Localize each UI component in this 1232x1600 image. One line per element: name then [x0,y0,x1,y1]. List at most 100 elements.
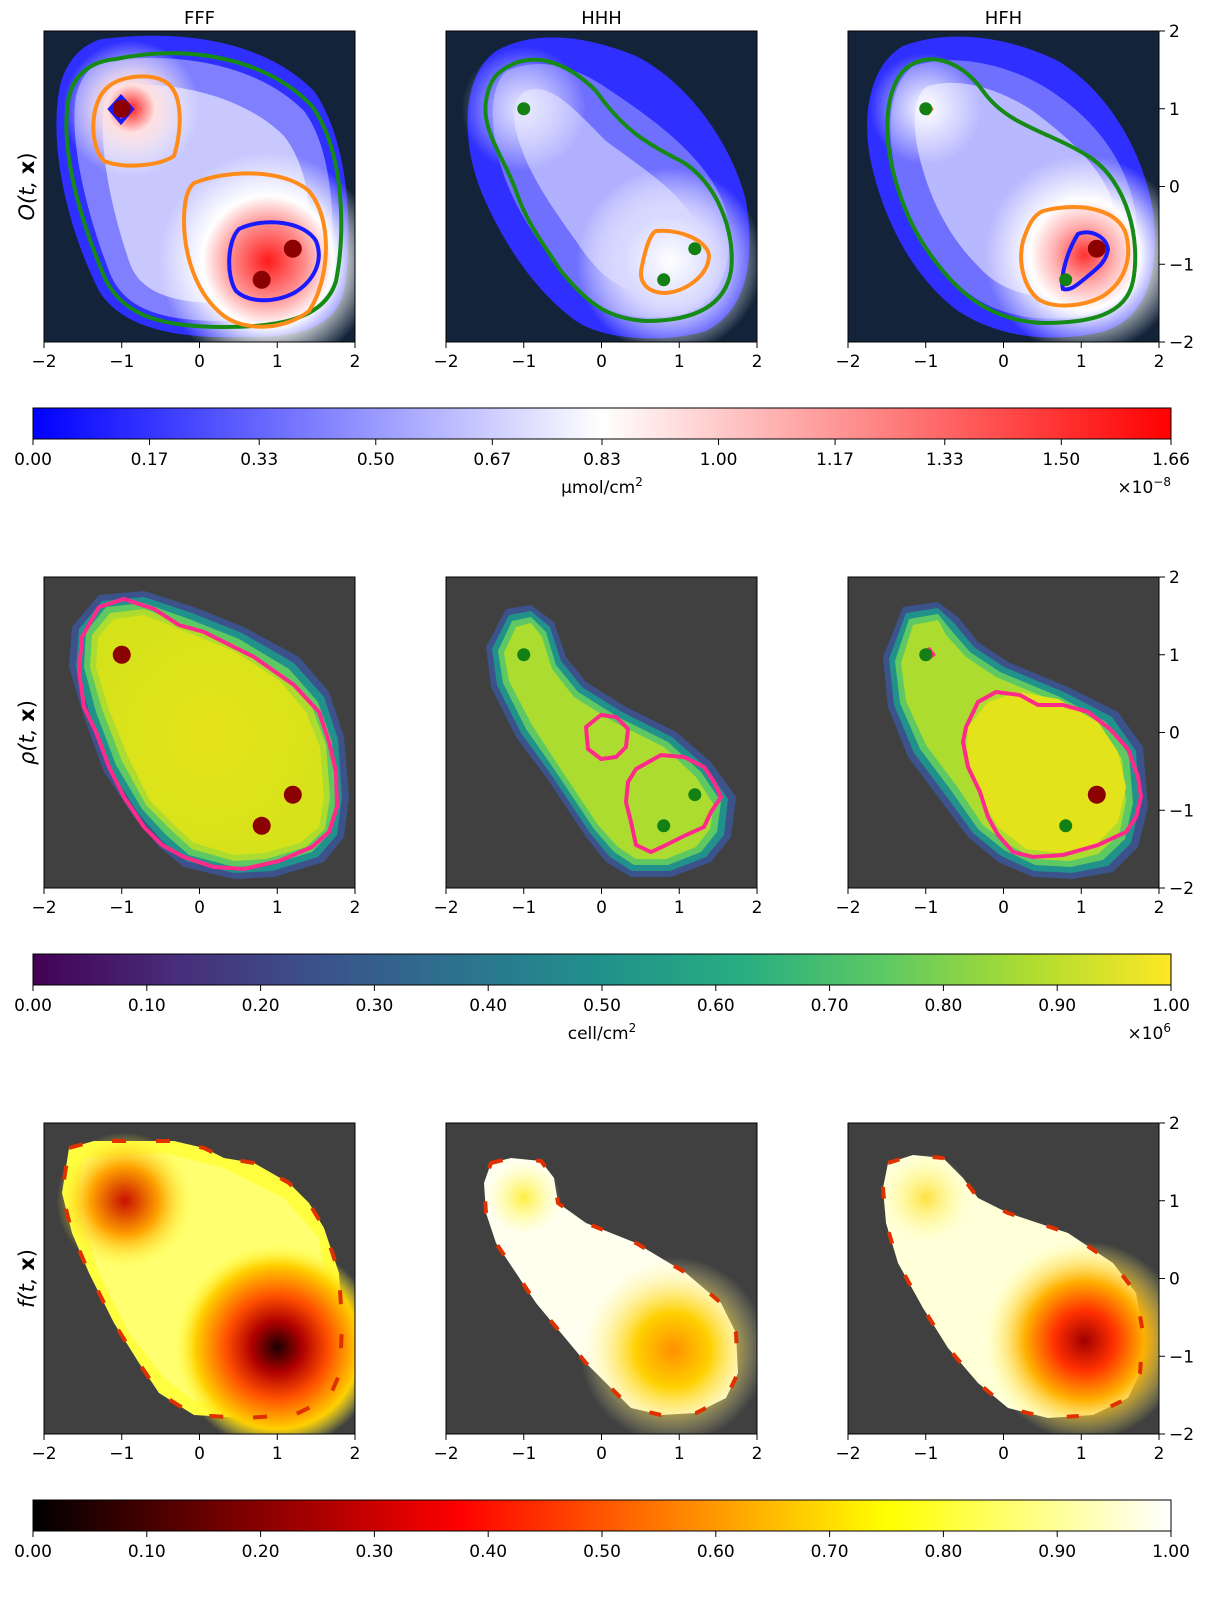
colorbar-tick-label: 0.20 [242,1542,280,1562]
contour-pink [76,596,340,872]
colorbar-tick-label: 1.17 [816,450,854,470]
y-tick-label: 1 [1169,1192,1180,1212]
x-tick-label: 1 [272,1444,283,1464]
x-tick-label: −1 [109,898,134,918]
marker-point [112,645,131,664]
panel-o-hhh [446,31,757,342]
x-tick-label: −2 [31,898,56,918]
colorbar-tick-label: 1.00 [1152,1542,1190,1562]
marker-point [1059,819,1073,833]
x-tick-label: 0 [998,352,1009,372]
edge-rim [482,1156,740,1417]
panel-f-fff [44,1123,355,1434]
column-title: HFH [985,8,1022,29]
x-tick-label: −2 [835,898,860,918]
colorbar-tick-label: 0.70 [811,1542,849,1562]
x-tick-label: −2 [433,898,458,918]
colorbar-tick-label: 0.67 [473,450,511,470]
marker-point [252,270,271,289]
y-tick-label: 2 [1169,1114,1180,1134]
y-tick-label: 0 [1169,178,1180,198]
panel-axes: −2 −1 0 1 2 [433,30,763,372]
contour-orange [91,74,182,168]
marker-point [688,242,702,256]
x-tick-label: −1 [913,352,938,372]
x-tick-label: 2 [752,898,763,918]
marker-point [1087,239,1106,258]
colorbar-label: μmol/cm2 [561,475,643,498]
colorbar-tick-label: 0.80 [924,1542,962,1562]
x-tick-label: 2 [350,352,361,372]
contour-green [483,57,734,324]
marker-point [657,819,671,833]
colorbar-gradient [32,407,1172,440]
y-tick-label: −1 [1169,1347,1194,1367]
row-ylabel: f(t, x) [15,1249,39,1308]
row-o [44,31,1159,342]
panel-f-hfh [848,1123,1159,1434]
x-tick-label: −1 [511,1444,536,1464]
row-ylabel: ρ(t, x) [15,700,39,765]
colorbar-tick-label: 0.50 [583,1542,621,1562]
colorbar-tick-label: 0.50 [583,996,621,1016]
row-ylabel: O(t, x) [15,152,39,220]
x-tick-label: −1 [109,352,134,372]
x-tick-label: −1 [511,898,536,918]
edge-rim [881,1153,1145,1420]
panel-f-hhh [446,1123,757,1434]
contour-green [885,57,1138,326]
x-tick-label: −2 [433,352,458,372]
colorbar-tick-label: 0.60 [697,1542,735,1562]
panel-o-hfh [848,31,1159,342]
y-tick-label: −2 [1169,879,1194,899]
x-tick-label: 2 [350,898,361,918]
marker-point [112,99,131,118]
x-tick-label: 1 [272,898,283,918]
panel-rho-fff [44,577,355,888]
marker-point [517,102,531,116]
x-tick-label: −2 [835,1444,860,1464]
colorbar-tick-label: 1.00 [1152,996,1190,1016]
colorbar-tick-label: 0.90 [1038,1542,1076,1562]
colorbar-tick-label: 0.70 [811,996,849,1016]
contour-orange [1019,205,1131,308]
x-tick-label: 2 [1154,898,1165,918]
marker-point [283,239,302,258]
panel-axes: −2 −1 0 1 2 [31,30,361,372]
colorbar-tick-label: 0.30 [355,1542,393,1562]
colorbar-tick-label: 1.66 [1152,450,1190,470]
panel-axes: −2 −1 0 1 2 [31,1122,360,1464]
marker-point [688,788,702,802]
colorbar-tick-label: 1.00 [700,450,738,470]
x-tick-label: 1 [1076,352,1087,372]
panel-rho-hfh [848,577,1159,888]
x-tick-label: 0 [194,1444,205,1464]
x-tick-label: 2 [752,1444,763,1464]
colorbar-gradient [32,1499,1172,1532]
colorbar-tick-label: 0.00 [14,996,52,1016]
colorbar-gradient [32,953,1172,986]
colorbar-scale: ×106 [1127,1021,1171,1044]
y-tick-label: 0 [1169,724,1180,744]
y-tick-label: 1 [1169,646,1180,666]
y-tick-label: −1 [1169,801,1194,821]
colorbar-tick-label: 0.50 [357,450,395,470]
x-tick-label: 0 [596,352,607,372]
y-tick-label: 1 [1169,100,1180,120]
contour-orange [639,228,712,296]
panel-rho-hhh [446,577,757,888]
row-f [44,1123,1159,1434]
x-tick-label: 2 [752,352,763,372]
colorbar-tick-label: 0.83 [583,450,621,470]
panel-o-fff [44,31,355,342]
colorbar-tick-label: 0.90 [1038,996,1076,1016]
x-tick-label: 0 [998,898,1009,918]
panel-axes: −2 −1 0 1 2 [433,1122,763,1464]
y-tick-label: −2 [1169,333,1194,353]
column-title: FFF [184,8,215,29]
y-tick-label: −2 [1169,1425,1194,1445]
x-tick-label: 0 [596,898,607,918]
y-tick-label: −1 [1169,255,1194,275]
